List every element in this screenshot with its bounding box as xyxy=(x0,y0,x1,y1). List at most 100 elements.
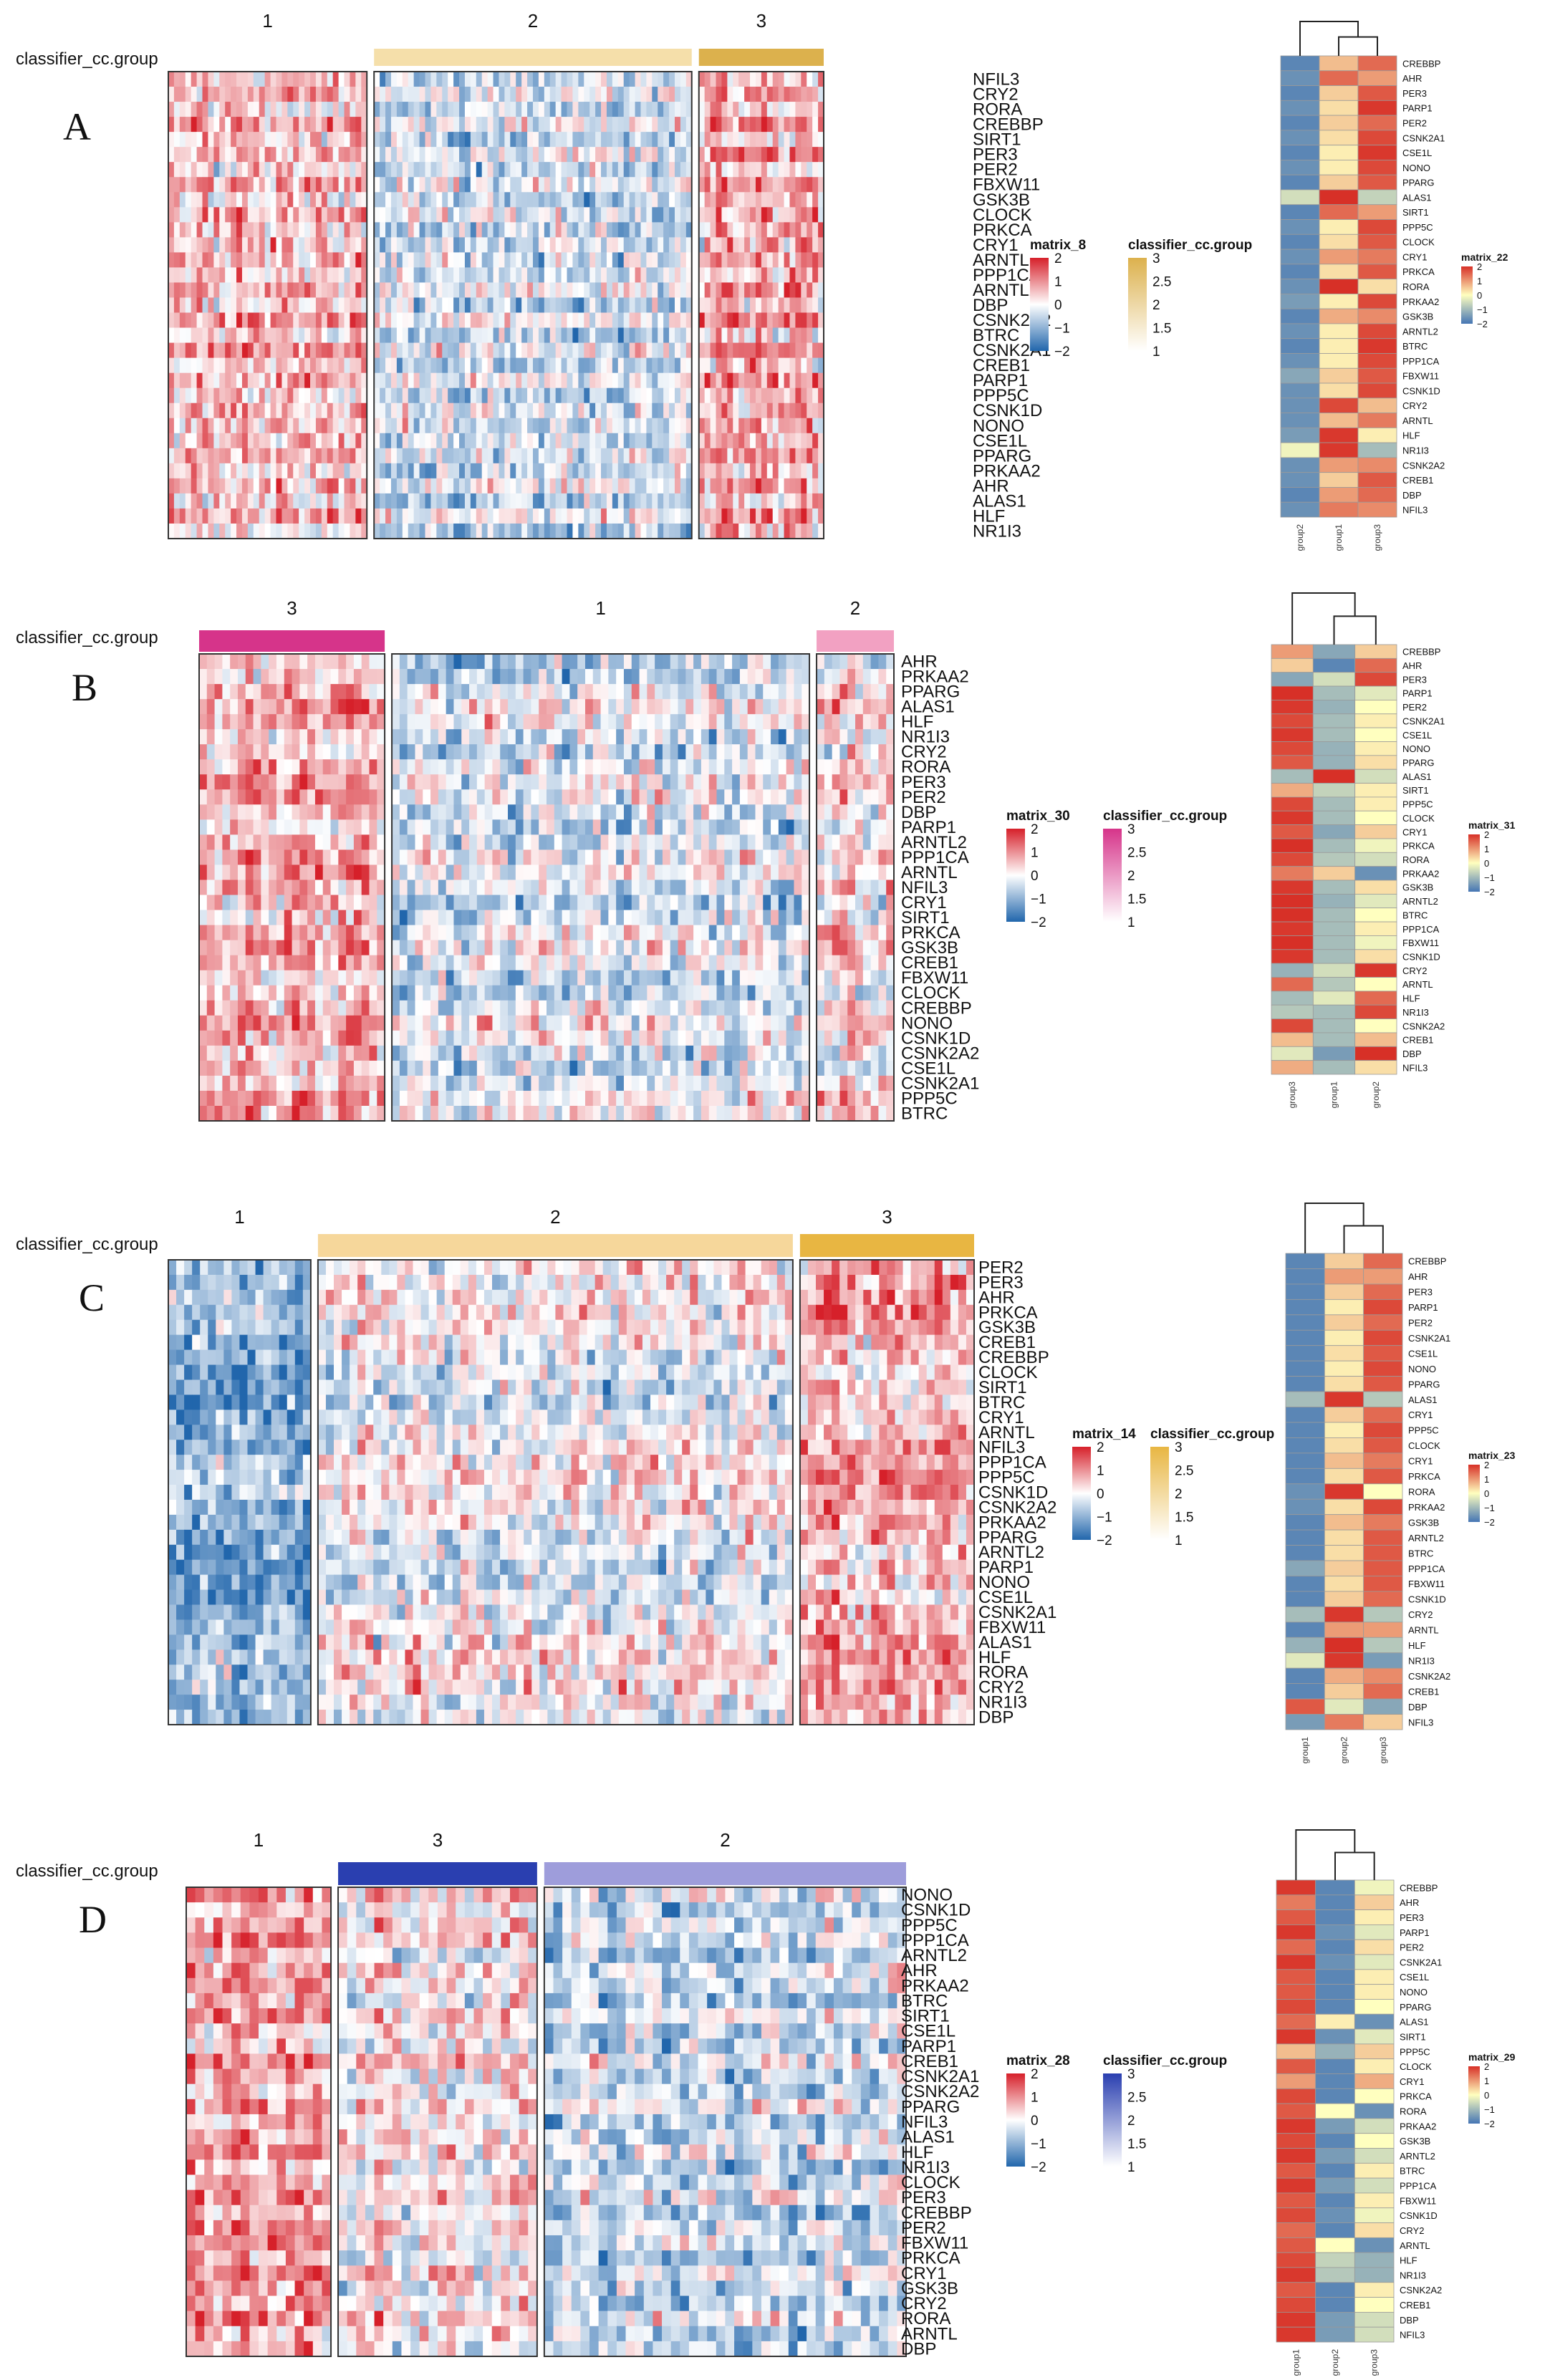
heatmap-cell xyxy=(755,478,762,494)
heatmap-cell xyxy=(778,684,787,700)
heatmap-cell xyxy=(196,478,203,494)
heatmap-cell xyxy=(199,804,208,820)
heatmap-cell xyxy=(744,132,751,148)
heatmap-cell xyxy=(470,162,477,178)
heatmap-cell xyxy=(355,237,362,253)
heatmap-cell xyxy=(738,147,745,163)
heatmap-cell xyxy=(595,418,602,434)
heatmap-cell xyxy=(461,744,470,760)
heatmap-cell xyxy=(173,357,180,374)
heatmap-cell xyxy=(419,357,426,374)
heatmap-cell xyxy=(698,433,706,449)
heatmap-cell xyxy=(430,463,437,479)
heatmap-cell xyxy=(287,418,294,434)
heatmap-cell xyxy=(487,147,494,163)
heatmap-cell xyxy=(206,759,216,775)
heatmap-cell xyxy=(281,478,288,494)
heatmap-cell xyxy=(789,312,796,329)
heatmap-cell xyxy=(287,342,294,359)
heatmap-cell xyxy=(778,508,785,524)
heatmap-cell xyxy=(521,493,528,509)
heatmap-cell xyxy=(678,669,686,685)
heatmap-cell xyxy=(292,970,300,986)
heatmap-cell xyxy=(623,222,630,238)
heatmap-cell xyxy=(555,327,562,344)
heatmap-cell xyxy=(173,192,180,208)
heatmap-cell xyxy=(385,87,392,102)
heatmap-cell xyxy=(315,237,322,253)
heatmap-cell xyxy=(652,192,658,208)
heatmap-cell xyxy=(716,117,723,133)
heatmap-cell xyxy=(623,523,630,539)
heatmap-cell xyxy=(584,523,590,539)
heatmap-cell xyxy=(710,282,717,299)
heatmap-cell xyxy=(322,985,332,1001)
heatmap-cell xyxy=(253,463,260,479)
heatmap-cell xyxy=(680,267,687,284)
heatmap-cell xyxy=(276,654,285,670)
heatmap-cell xyxy=(346,864,355,881)
heatmap-cell xyxy=(818,192,824,208)
heatmap-cell xyxy=(698,297,706,314)
heatmap-cell xyxy=(399,684,408,700)
heatmap-cell xyxy=(724,669,733,685)
heatmap-cell xyxy=(772,102,779,117)
heatmap-cell xyxy=(385,327,392,344)
heatmap-cell xyxy=(521,72,528,87)
summary-cell xyxy=(1319,55,1359,72)
heatmap-cell xyxy=(276,372,283,389)
heatmap-cell xyxy=(436,403,443,419)
heatmap-cell xyxy=(549,342,557,359)
heatmap-cell xyxy=(413,162,420,178)
heatmap-cell xyxy=(353,654,362,670)
heatmap-cell xyxy=(589,162,596,178)
heatmap-cell xyxy=(801,102,807,117)
heatmap-cell xyxy=(778,162,785,178)
heatmap-cell xyxy=(245,849,254,866)
summary-cell xyxy=(1280,427,1320,443)
heatmap-cell xyxy=(385,147,392,163)
heatmap-cell xyxy=(704,177,711,193)
heatmap-cell xyxy=(724,714,733,730)
heatmap-cell xyxy=(629,448,636,464)
heatmap-cell xyxy=(299,237,305,253)
heatmap-cell xyxy=(464,297,471,314)
heatmap-cell xyxy=(202,192,209,208)
heatmap-cell xyxy=(464,192,471,208)
heatmap-cell xyxy=(629,523,636,539)
heatmap-cell xyxy=(761,357,768,374)
heatmap-cell xyxy=(708,759,718,775)
heatmap-cell xyxy=(314,1015,324,1031)
heatmap-cell xyxy=(292,789,300,805)
heatmap-cell xyxy=(448,342,454,359)
heatmap-cell xyxy=(353,714,362,730)
heatmap-cell xyxy=(269,1030,277,1046)
heatmap-cell xyxy=(225,192,231,208)
heatmap-cell xyxy=(577,744,586,760)
heatmap-cell xyxy=(584,759,594,775)
heatmap-cell xyxy=(315,433,322,449)
heatmap-cell xyxy=(330,804,339,820)
heatmap-cell xyxy=(353,1015,362,1031)
heatmap-cell xyxy=(476,403,483,419)
heatmap-cell xyxy=(629,297,636,314)
heatmap-cell xyxy=(669,508,675,524)
heatmap-cell xyxy=(499,222,505,238)
heatmap-cell xyxy=(390,177,398,193)
heatmap-cell xyxy=(202,162,209,178)
heatmap-cell xyxy=(802,669,810,685)
heatmap-cell xyxy=(307,880,316,896)
heatmap-cell xyxy=(487,297,494,314)
heatmap-cell xyxy=(353,669,362,685)
heatmap-cell xyxy=(390,448,398,464)
heatmap-cell xyxy=(222,895,231,911)
heatmap-cell xyxy=(504,448,511,464)
heatmap-cell xyxy=(314,1045,324,1061)
heatmap-cell xyxy=(738,297,745,314)
heatmap-cell xyxy=(674,403,681,419)
heatmap-cell xyxy=(761,162,768,178)
heatmap-cell xyxy=(623,699,632,715)
heatmap-cell xyxy=(772,207,779,223)
heatmap-cell xyxy=(213,102,220,117)
